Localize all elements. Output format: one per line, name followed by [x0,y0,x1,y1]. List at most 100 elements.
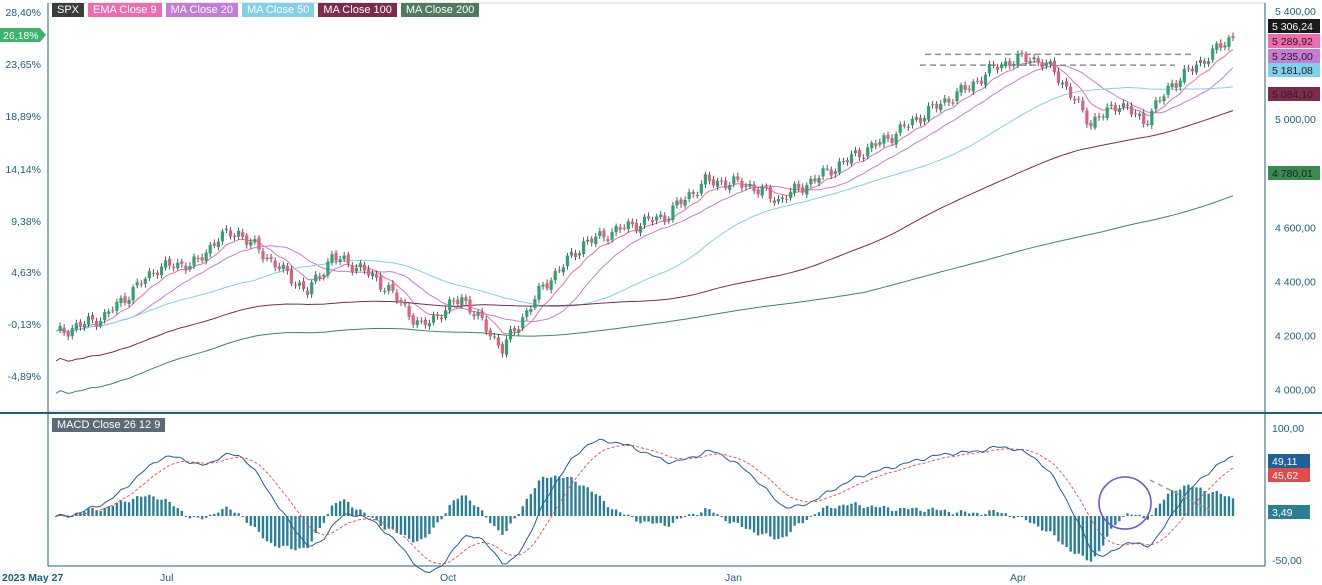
candle-body [1154,100,1158,110]
price-tag-bg [1268,34,1320,48]
macd-tag-bg [1268,505,1310,519]
candle-body [277,266,281,270]
macd-histogram-bar [744,516,748,529]
candle-body [1219,42,1223,49]
macd-histogram-bar [570,477,573,516]
candle-body [180,261,184,264]
candle-body [431,315,436,323]
candle-body [1117,108,1121,113]
legend-item-ma50[interactable]: MA Close 50 [241,3,315,17]
candle-body [878,142,882,145]
candle-body [448,299,452,311]
macd-histogram-bar [428,516,431,535]
candle-body [606,239,610,242]
macd-histogram-bar [1097,516,1101,552]
candle-body [334,252,338,261]
macd-histogram-bar [282,516,285,546]
macd-histogram-bar [655,516,658,524]
candle-body [715,180,720,187]
price-tag-label: 4 780,01 [1272,168,1313,180]
macd-histogram-bar [558,476,561,516]
macd-histogram-bar [411,516,415,543]
macd-histogram-bar [639,516,642,524]
candle-body [241,232,245,237]
macd-histogram-bar [805,516,809,521]
macd-histogram-bar [229,509,232,516]
candle-body [216,241,220,247]
candle-body [86,316,91,325]
macd-tag-bg [1268,454,1310,468]
candle-body [557,269,561,271]
price-tag-label: 5 306,24 [1272,21,1313,33]
macd-histogram-bar [204,516,208,518]
legend-item-ma20[interactable]: MA Close 20 [165,3,238,17]
candle-body [468,299,472,313]
candle-body [927,106,931,120]
legend-item-ma100[interactable]: MA Close 100 [318,3,397,17]
candle-body [833,171,837,174]
macd-histogram-bar [793,516,796,526]
macd-histogram-bar [294,516,297,551]
candle-body [825,168,829,170]
macd-histogram-bar [156,499,159,516]
macd-histogram-bar [903,507,906,516]
macd-histogram-bar [123,501,127,516]
macd-histogram-bar [456,498,460,516]
macd-histogram-bar [1036,516,1040,527]
left-axis-tick-label: 14,14% [5,164,41,176]
macd-legend[interactable]: MACD Close 26 12 9 [52,418,166,432]
candle-body [387,285,391,291]
candle-body [1109,104,1113,106]
macd-histogram-bar [781,516,784,538]
macd-histogram-bar [1041,516,1044,531]
candle-body [1008,61,1012,66]
candle-body [444,310,448,318]
candle-body [1190,68,1195,72]
left-axis-tick-label: 23,65% [5,59,41,71]
macd-histogram-bar [233,512,236,516]
candle-body [748,183,752,187]
candle-body [691,191,695,194]
macd-histogram-bar [521,506,524,516]
macd-histogram-bar [71,515,74,517]
macd-histogram-bar [1183,485,1186,516]
candle-body [866,147,870,157]
legend-item-ma200[interactable]: MA Close 200 [400,3,480,17]
candle-body [460,297,464,306]
legend-item-spx[interactable]: SPX [52,3,85,17]
macd-histogram-bar [1028,516,1032,523]
macd-histogram-bar [980,514,983,516]
candle-body [663,215,667,222]
candle-body [452,300,456,302]
candle-body [975,80,979,82]
macd-histogram-bar [1105,516,1109,537]
macd-histogram-bar [383,516,386,530]
macd-histogram-bar [785,516,788,537]
candle-body [354,267,358,272]
macd-histogram-bar [322,516,326,523]
candle-body [111,310,115,312]
macd-histogram-bar [1008,516,1011,517]
macd-histogram-bar [176,508,179,516]
macd-histogram-bar [602,500,606,516]
candle-body [784,198,789,200]
legend-item-ema9[interactable]: EMA Close 9 [88,3,162,17]
macd-histogram-bar [83,511,86,516]
macd-histogram-bar [955,512,959,516]
candle-body [245,235,249,245]
macd-histogram-bar [671,516,675,523]
candle-body [379,276,383,290]
macd-histogram-bar [842,504,845,516]
macd-histogram-bar [590,491,593,516]
macd-histogram-bar [310,516,313,542]
candle-body [492,336,496,338]
macd-histogram-bar [407,516,411,539]
macd-histogram-bar [533,488,537,516]
candle-body [1060,82,1065,85]
candle-body [874,143,878,147]
macd-histogram-bar [1195,487,1198,516]
candle-body [569,251,574,256]
macd-histogram-bar [951,514,955,516]
candle-body [151,272,156,274]
macd-histogram-bar [1053,516,1056,536]
